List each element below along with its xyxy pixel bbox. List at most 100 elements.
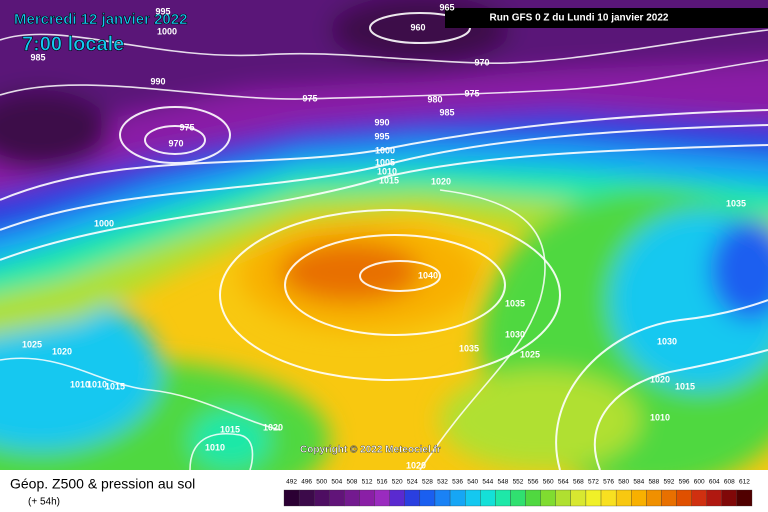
isobar-label: 1000 [157,26,177,36]
forecast-time: 7:00 locale [22,33,124,55]
scale-label: 572 [588,479,599,486]
isobar-label: 965 [439,2,454,12]
isobar-label: 1010 [205,442,225,452]
isobar-label: 1030 [505,329,525,339]
scale-label: 580 [618,479,629,486]
forecast-date: Mercredi 12 janvier 2022 [14,11,187,28]
scale-label: 544 [482,479,493,486]
scale-label: 592 [664,479,675,486]
scale-swatch [419,489,436,507]
isobar-label: 1010 [87,379,107,389]
isobar-label: 1020 [406,460,426,470]
scale-label: 540 [467,479,478,486]
scale-swatch [495,489,511,507]
scale-swatch [706,489,722,507]
isobars [0,12,768,470]
scale-swatch [540,489,556,507]
isobar-label: 985 [439,107,454,117]
scale-label: 596 [679,479,690,486]
isobar-label: 1025 [520,349,540,359]
scale-label: 492 [286,479,297,486]
scale-swatch [449,489,466,507]
scale-label: 612 [739,479,750,486]
scale-label: 512 [362,479,373,486]
scale-swatch [631,489,647,507]
isobar-label: 970 [168,138,183,148]
scale-swatch [434,489,451,507]
scale-swatch [585,489,602,507]
scale-label: 500 [316,479,327,486]
run-info: Run GFS 0 Z du Lundi 10 janvier 2022 [490,13,669,24]
run-banner [445,8,768,28]
scale-label: 508 [347,479,358,486]
scale-label: 564 [558,479,569,486]
scale-label: 548 [497,479,508,486]
scale-swatch [736,489,753,507]
isobar-label: 995 [374,131,389,141]
scale-swatch [298,489,315,507]
scale-label: 524 [407,479,418,486]
scale-swatch [661,489,677,507]
scale-swatch [691,489,707,507]
scale-label: 560 [543,479,554,486]
isobar-label: 990 [150,76,165,86]
scale-label: 576 [603,479,614,486]
scale-label: 552 [513,479,524,486]
scale-swatch [465,489,481,507]
scale-swatch [510,489,526,507]
scale-label: 528 [422,479,433,486]
isobar-label: 970 [474,57,489,67]
footer-title: Géop. Z500 & pression au sol [10,476,195,492]
scale-swatch [721,489,738,507]
scale-label: 496 [301,479,312,486]
scale-swatch [404,489,421,507]
scale-swatch [646,489,662,507]
isobar-label: 990 [374,117,389,127]
scale-label: 532 [437,479,448,486]
isobar-label: 1015 [675,381,695,391]
scale-label: 556 [528,479,539,486]
scale-swatch [600,489,617,507]
scale-swatch [344,489,360,507]
scale-label: 516 [377,479,388,486]
isobar-label: 1035 [459,343,479,353]
scale-swatch [389,489,405,507]
isobar-label: 1010 [650,412,670,422]
scale-label: 588 [648,479,659,486]
isobar-label: 960 [410,22,425,32]
scale-swatch [676,489,692,507]
scale-swatch [570,489,587,507]
scale-label: 568 [573,479,584,486]
isobar-label: 1025 [22,339,42,349]
isobar-label: 1020 [263,422,283,432]
scale-label: 584 [633,479,644,486]
scale-swatch [374,489,390,507]
isobar-label: 975 [464,88,479,98]
isobar-label: 995 [155,6,170,16]
isobar-label: 1035 [726,198,746,208]
scale-swatch [314,489,330,507]
scale-swatch [555,489,571,507]
copyright: Copyright © 2022 Meteociel.fr [300,445,441,456]
isobar-label: 1030 [657,336,677,346]
scale-label: 504 [331,479,342,486]
isobar-label: 1010 [70,379,90,389]
isobar-label: 1005 [375,157,395,167]
scale-label: 608 [724,479,735,486]
isobar-label: 985 [30,52,45,62]
isobar-label: 1010 [377,166,397,176]
isobar-label: 1000 [375,145,395,155]
isobar-label: 1020 [52,346,72,356]
scale-swatch [359,489,375,507]
isobar-label: 980 [427,94,442,104]
isobar-label: 1040 [418,270,438,280]
scale-swatch [283,489,300,507]
scale-label: 520 [392,479,403,486]
isobar-label: 1015 [379,175,399,185]
scale-swatch [525,489,541,507]
scale-label: 536 [452,479,463,486]
scale-swatch [329,489,345,507]
